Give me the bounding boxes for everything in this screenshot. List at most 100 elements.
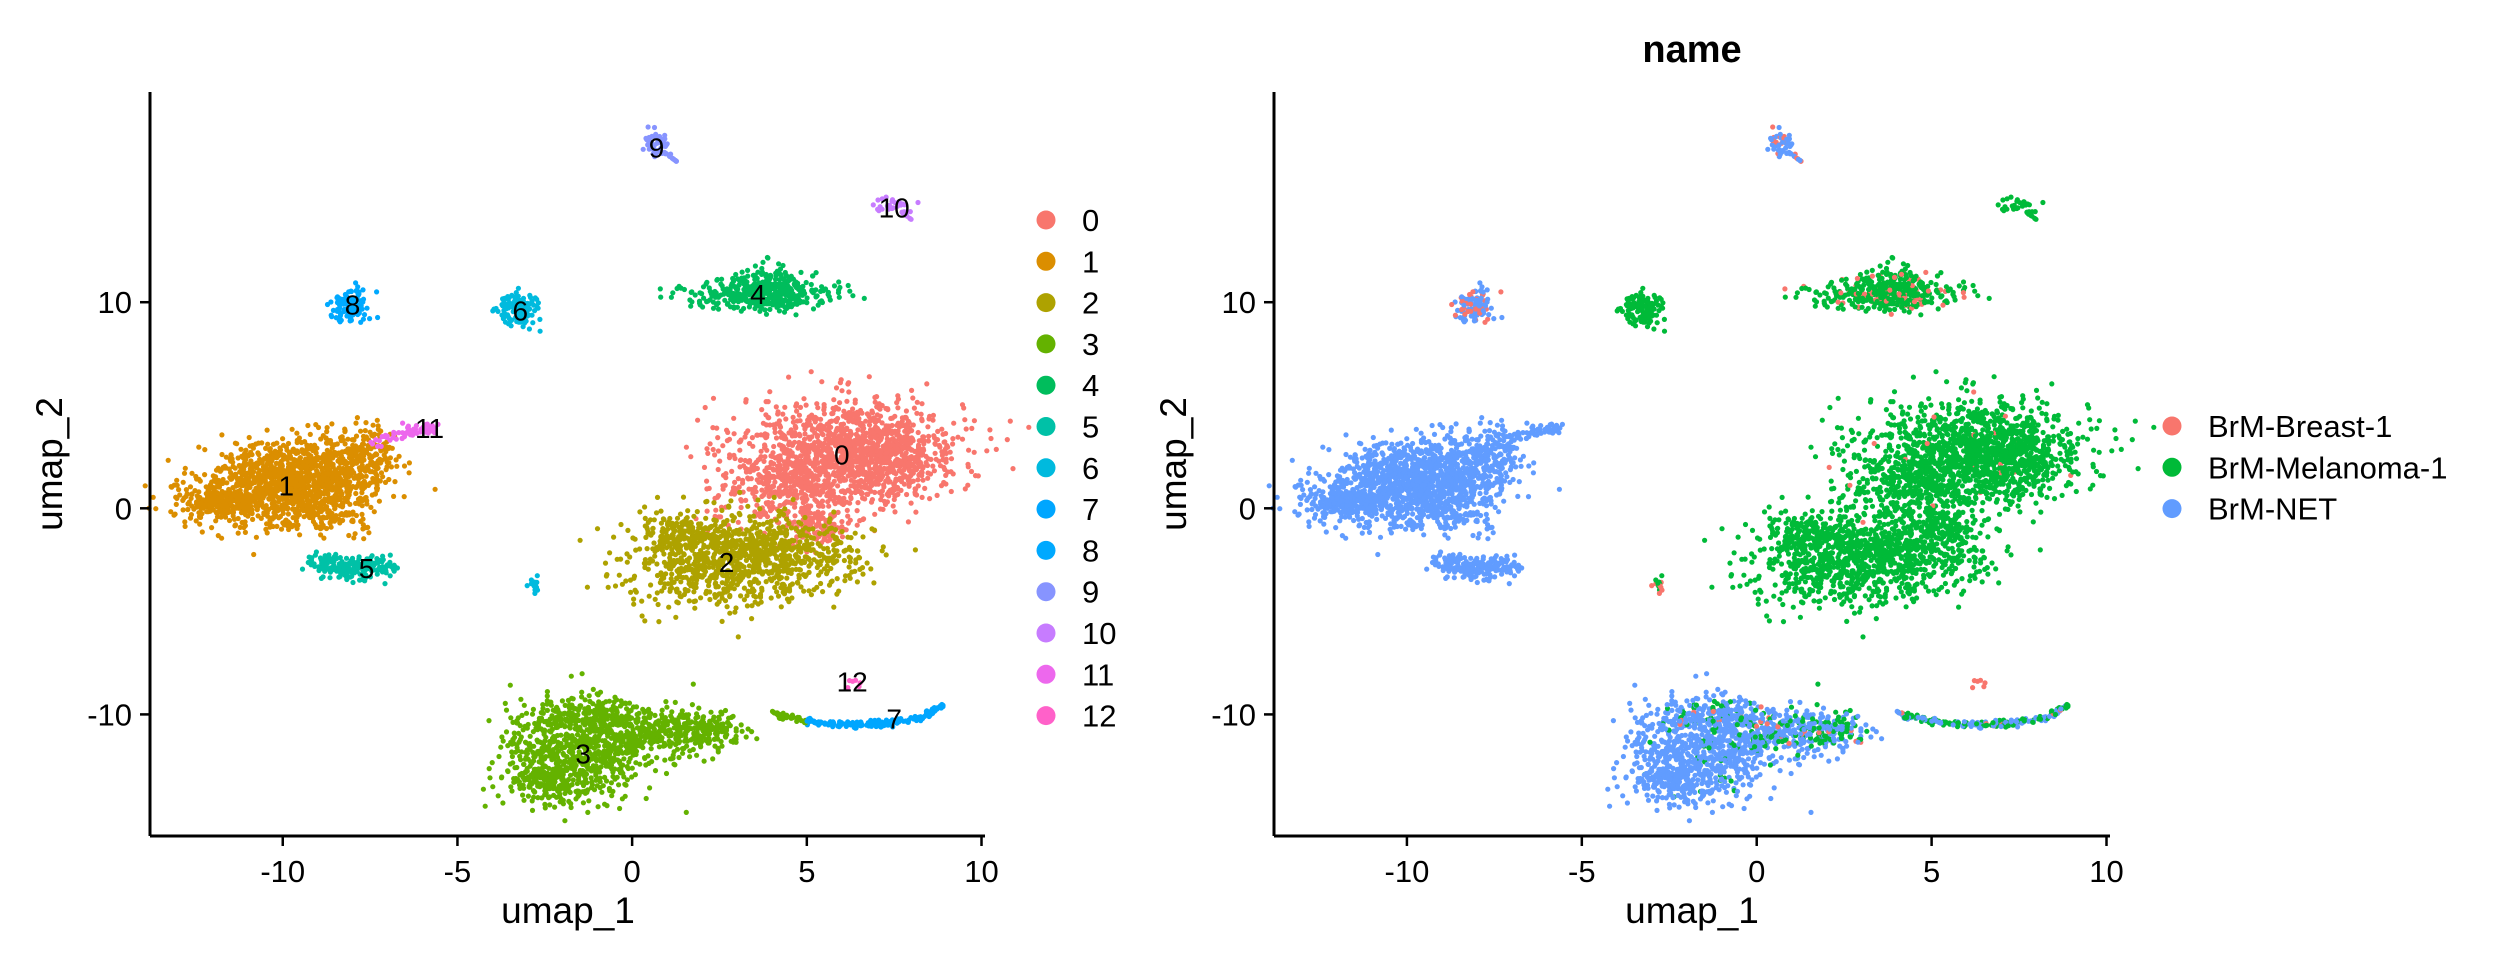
cluster-point (707, 596, 713, 603)
cluster-point (230, 463, 236, 470)
cluster-point (673, 586, 679, 593)
cluster-point (792, 504, 798, 510)
cluster-point (354, 415, 360, 421)
cluster-point (490, 784, 496, 790)
cluster-point (745, 503, 751, 509)
cluster-point (351, 470, 357, 476)
cluster-point (212, 477, 218, 483)
cluster-point (319, 467, 325, 473)
cluster-point (616, 572, 622, 578)
cluster-point (267, 446, 273, 452)
cluster-point (785, 499, 791, 505)
cluster-point (346, 532, 352, 539)
cluster-point (219, 535, 225, 541)
cluster-point (748, 476, 754, 482)
cluster-point (355, 496, 362, 502)
cluster-point (187, 515, 194, 521)
cluster-point (925, 475, 931, 481)
cluster-point (285, 461, 292, 467)
cluster-point (482, 803, 488, 809)
cluster-point (916, 442, 922, 448)
cluster-point (180, 479, 186, 485)
cluster-point (782, 404, 788, 410)
cluster-point (702, 569, 709, 575)
cluster-point (806, 588, 812, 594)
cluster-point (802, 449, 808, 455)
cluster-point (768, 595, 774, 601)
cluster-point (383, 467, 389, 473)
cluster-point (937, 463, 944, 469)
cluster-point (248, 458, 254, 464)
cluster-point (777, 508, 783, 514)
cluster-point (901, 467, 907, 473)
cluster-point (616, 782, 622, 788)
cluster-point (717, 458, 723, 464)
cluster-point (681, 552, 687, 558)
cluster-point (339, 434, 345, 440)
cluster-point (710, 395, 717, 401)
cluster-point (818, 416, 824, 422)
cluster-point (173, 501, 179, 507)
cluster-point (784, 478, 790, 484)
cluster-point (678, 526, 684, 532)
cluster-point (801, 436, 808, 442)
cluster-point (764, 546, 770, 553)
cluster-point (654, 494, 661, 500)
cluster-point (314, 463, 320, 469)
cluster-point (923, 460, 929, 466)
cluster-point (625, 527, 631, 534)
cluster-point (796, 543, 802, 549)
cluster-point (948, 488, 954, 495)
cluster-point (726, 436, 733, 442)
cluster-point (714, 601, 720, 607)
cluster-point (869, 526, 875, 532)
cluster-point (812, 473, 818, 479)
cluster-point (877, 406, 883, 412)
cluster-point (742, 553, 748, 559)
cluster-point (724, 604, 730, 610)
cluster-point (719, 618, 725, 625)
cluster-point (219, 451, 225, 458)
cluster-point (806, 414, 812, 420)
cluster-point (729, 468, 735, 474)
cluster-point (800, 531, 806, 538)
cluster-point (770, 467, 777, 473)
cluster-point (959, 436, 966, 442)
cluster-point (749, 435, 756, 441)
cluster-point (274, 523, 280, 530)
cluster-point (802, 498, 808, 505)
cluster-point (785, 554, 791, 560)
cluster-point (820, 589, 826, 595)
cluster-point (675, 600, 681, 606)
cluster-point (940, 457, 946, 463)
cluster-point (254, 495, 260, 501)
cluster-point (686, 577, 692, 583)
cluster-point (614, 697, 620, 703)
cluster-point (920, 434, 926, 440)
cluster-point (773, 554, 780, 560)
cluster-point (793, 488, 799, 494)
cluster-point (680, 494, 687, 500)
cluster-point (793, 425, 799, 431)
cluster-point (794, 408, 800, 414)
cluster-point (831, 478, 837, 484)
cluster-point (344, 512, 350, 518)
cluster-point (915, 477, 921, 483)
cluster-point (643, 524, 650, 530)
cluster-point (736, 562, 742, 568)
cluster-point (947, 449, 953, 455)
cluster-point (374, 417, 380, 423)
cluster-point (799, 479, 805, 485)
cluster-point (729, 513, 735, 519)
cluster-point (690, 569, 696, 576)
cluster-point (898, 439, 904, 445)
cluster-point (868, 566, 874, 572)
cluster-point (664, 562, 671, 569)
cluster-point (864, 560, 870, 566)
cluster-point (905, 519, 912, 525)
cluster-point (802, 431, 808, 437)
cluster-point (314, 492, 320, 498)
cluster-point (260, 464, 266, 470)
cluster-point (584, 584, 591, 590)
cluster-point (932, 441, 939, 447)
